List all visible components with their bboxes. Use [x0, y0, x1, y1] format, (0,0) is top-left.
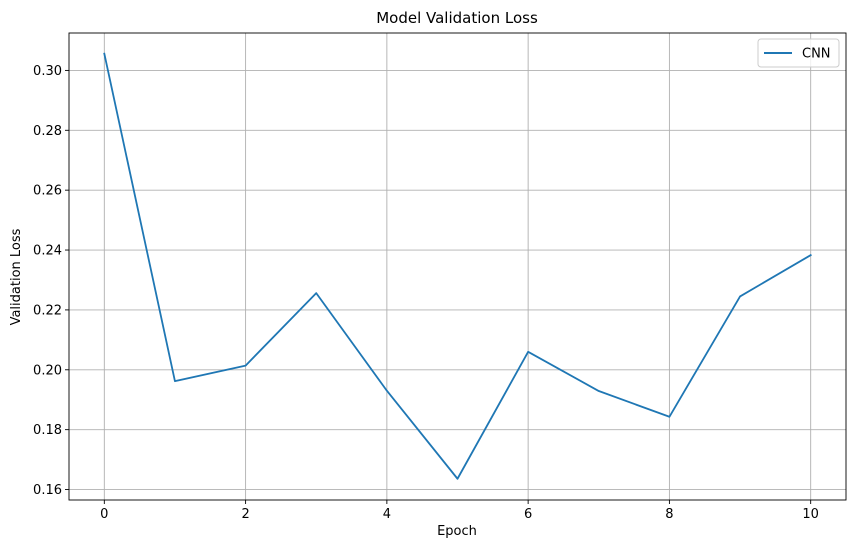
y-tick-label: 0.28	[33, 124, 62, 139]
y-tick-label: 0.18	[33, 423, 62, 438]
x-axis-ticks: 0 2 4 6 8 10	[100, 500, 819, 522]
legend: CNN	[757, 38, 840, 68]
series-lines	[103, 52, 812, 480]
legend-box	[757, 38, 840, 68]
y-axis-title: Validation Loss	[9, 228, 24, 325]
chart-title: Model Validation Loss	[376, 9, 538, 27]
y-axis-ticks: 0.16 0.18 0.20 0.22 0.24 0.26 0.28 0.30	[33, 64, 69, 498]
grid-lines	[69, 33, 846, 500]
y-tick-label: 0.16	[33, 483, 62, 498]
plot-area-frame	[68, 32, 847, 501]
x-tick-label: 6	[524, 507, 532, 522]
series-line-cnn	[103, 52, 812, 480]
y-tick-label: 0.20	[33, 363, 62, 378]
y-tick-label: 0.26	[33, 184, 62, 199]
x-tick-label: 10	[802, 507, 819, 522]
y-tick-label: 0.22	[33, 303, 62, 318]
y-tick-label: 0.30	[33, 64, 62, 79]
y-tick-label: 0.24	[33, 244, 62, 259]
legend-label-cnn: CNN	[802, 47, 831, 62]
x-tick-label: 2	[241, 507, 249, 522]
x-axis-title: Epoch	[437, 524, 477, 539]
x-tick-label: 8	[665, 507, 673, 522]
x-tick-label: 0	[100, 507, 108, 522]
x-tick-label: 4	[383, 507, 391, 522]
